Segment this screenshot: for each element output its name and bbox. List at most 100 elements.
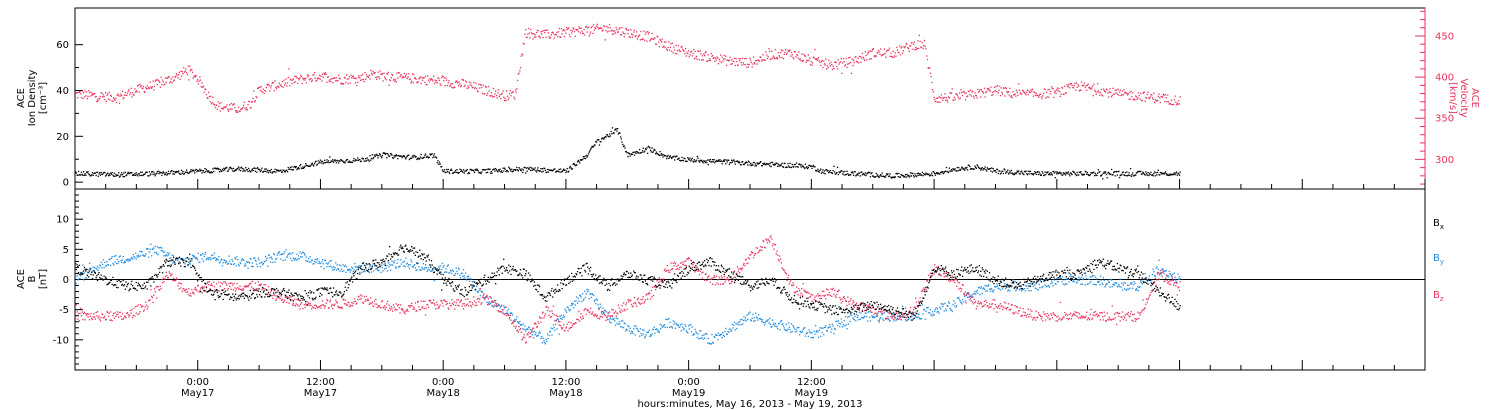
velocity-point (241, 108, 243, 110)
density-point (1029, 170, 1032, 172)
bz-point (238, 288, 240, 290)
density-point (858, 172, 860, 174)
velocity-point (815, 58, 817, 60)
by-point (632, 332, 634, 334)
by-point (326, 266, 328, 268)
velocity-point (721, 56, 723, 58)
by-point (788, 326, 790, 328)
density-point (339, 160, 341, 162)
velocity-point (847, 57, 850, 59)
velocity-point (75, 92, 77, 94)
density-point (306, 165, 308, 167)
density-point (126, 174, 128, 176)
velocity-point (318, 78, 320, 80)
velocity-point (716, 56, 718, 58)
by-point (404, 265, 406, 268)
velocity-point (496, 97, 498, 99)
density-point (256, 171, 258, 173)
density-point (685, 160, 687, 162)
by-point (801, 330, 804, 332)
by-point (588, 298, 590, 300)
by-point (210, 254, 213, 256)
by-point (934, 310, 936, 312)
velocity-point (992, 94, 994, 96)
density-point (1162, 172, 1164, 174)
by-point (1061, 281, 1063, 283)
velocity-point (110, 94, 112, 96)
by-point (241, 258, 243, 260)
by-point (977, 292, 979, 294)
velocity-point (738, 58, 740, 60)
velocity-point (1063, 93, 1065, 95)
velocity-point (295, 75, 297, 78)
by-point (251, 265, 253, 267)
velocity-point (387, 71, 389, 74)
density-point (334, 159, 336, 161)
density-point (473, 171, 476, 174)
velocity-point (1015, 89, 1018, 92)
velocity-point (204, 88, 206, 90)
by-point (855, 313, 858, 316)
density-point (344, 162, 346, 164)
density-point (115, 175, 118, 177)
by-point (820, 335, 822, 337)
velocity-point (1022, 90, 1024, 92)
by-point (720, 333, 723, 335)
by-point (292, 252, 294, 254)
density-point (278, 170, 281, 172)
by-point (587, 291, 589, 293)
velocity-point (632, 34, 634, 36)
by-point (634, 334, 636, 336)
bz-point (176, 278, 178, 280)
velocity-point (1048, 88, 1051, 91)
density-point (1034, 171, 1036, 173)
velocity-point (381, 73, 384, 75)
density-point (1053, 171, 1055, 173)
density-point (221, 170, 223, 173)
by-point (1040, 279, 1042, 281)
velocity-point (939, 96, 942, 99)
density-point (853, 174, 855, 176)
by-point (460, 272, 462, 274)
density-point (194, 172, 196, 174)
by-point (742, 323, 744, 325)
density-point (823, 172, 825, 174)
velocity-point (862, 56, 864, 58)
density-point (1093, 171, 1095, 173)
density-point (78, 174, 80, 176)
by-point (823, 333, 825, 336)
velocity-point (1107, 92, 1109, 94)
density-point (305, 163, 307, 165)
by-point (1087, 283, 1089, 285)
density-point (1081, 174, 1083, 176)
velocity-point (1091, 87, 1093, 89)
density-point (200, 169, 202, 171)
by-point (987, 285, 989, 287)
by-point (779, 329, 781, 331)
density-point (103, 171, 105, 173)
density-point (1131, 174, 1133, 176)
by-point (646, 331, 648, 333)
by-point (792, 325, 794, 327)
velocity-point (655, 43, 657, 45)
density-point (988, 168, 990, 171)
velocity-point (424, 81, 426, 84)
density-point (1082, 173, 1084, 175)
by-point (821, 331, 823, 334)
by-point (889, 320, 891, 322)
by-point (506, 310, 508, 312)
density-point (690, 159, 693, 161)
by-point (397, 266, 400, 268)
by-point (774, 325, 776, 327)
velocity-point (254, 100, 256, 102)
velocity-point (704, 54, 706, 57)
velocity-point (157, 79, 159, 81)
by-point (736, 323, 739, 325)
density-point (757, 163, 759, 165)
velocity-point (639, 34, 641, 36)
by-point (998, 288, 1000, 290)
density-point (865, 174, 867, 177)
velocity-point (271, 82, 273, 84)
density-point (410, 157, 412, 159)
velocity-point (395, 81, 397, 83)
